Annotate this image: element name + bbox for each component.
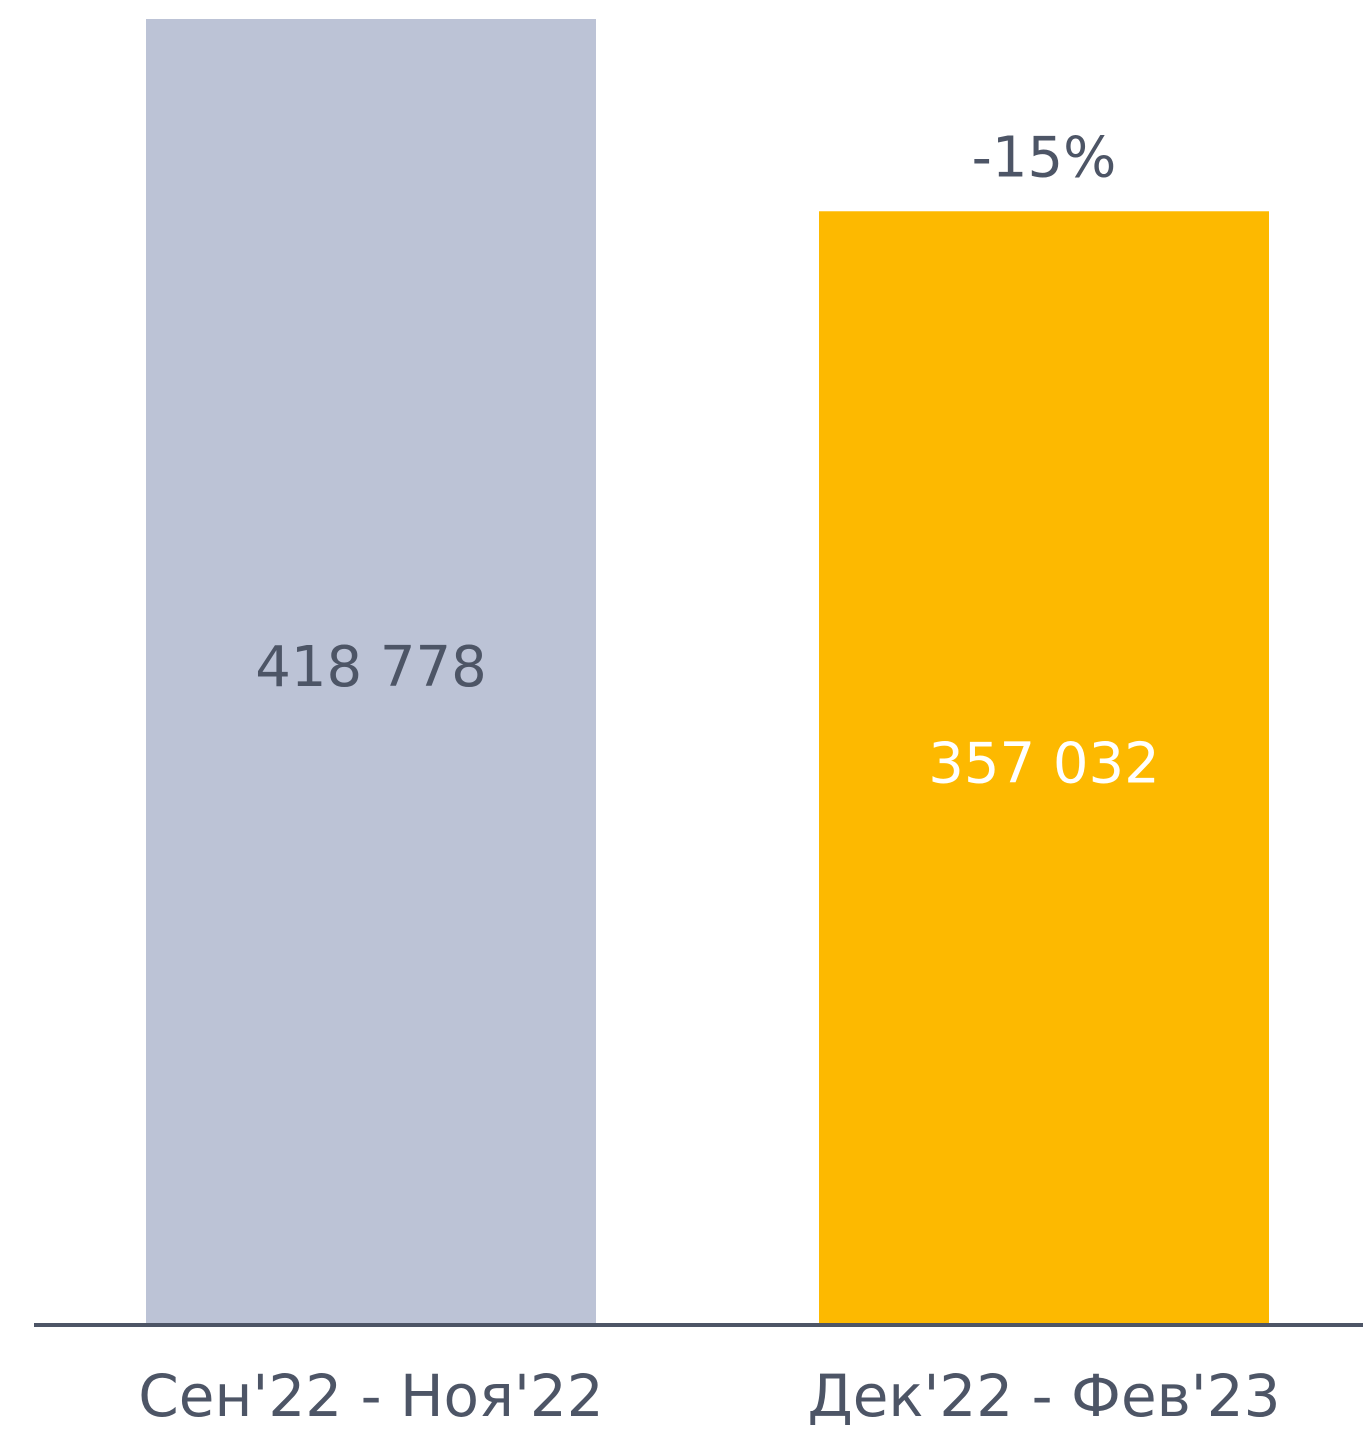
bar	[146, 19, 596, 1323]
bar	[819, 211, 1269, 1324]
value-label: 418 778	[255, 635, 487, 700]
x-tick-label: Сен'22 - Ноя'22	[138, 1362, 603, 1430]
annotation: -15%	[972, 125, 1117, 190]
x-tick-label: Дек'22 - Фев'23	[807, 1362, 1280, 1430]
value-label: 357 032	[928, 731, 1160, 796]
